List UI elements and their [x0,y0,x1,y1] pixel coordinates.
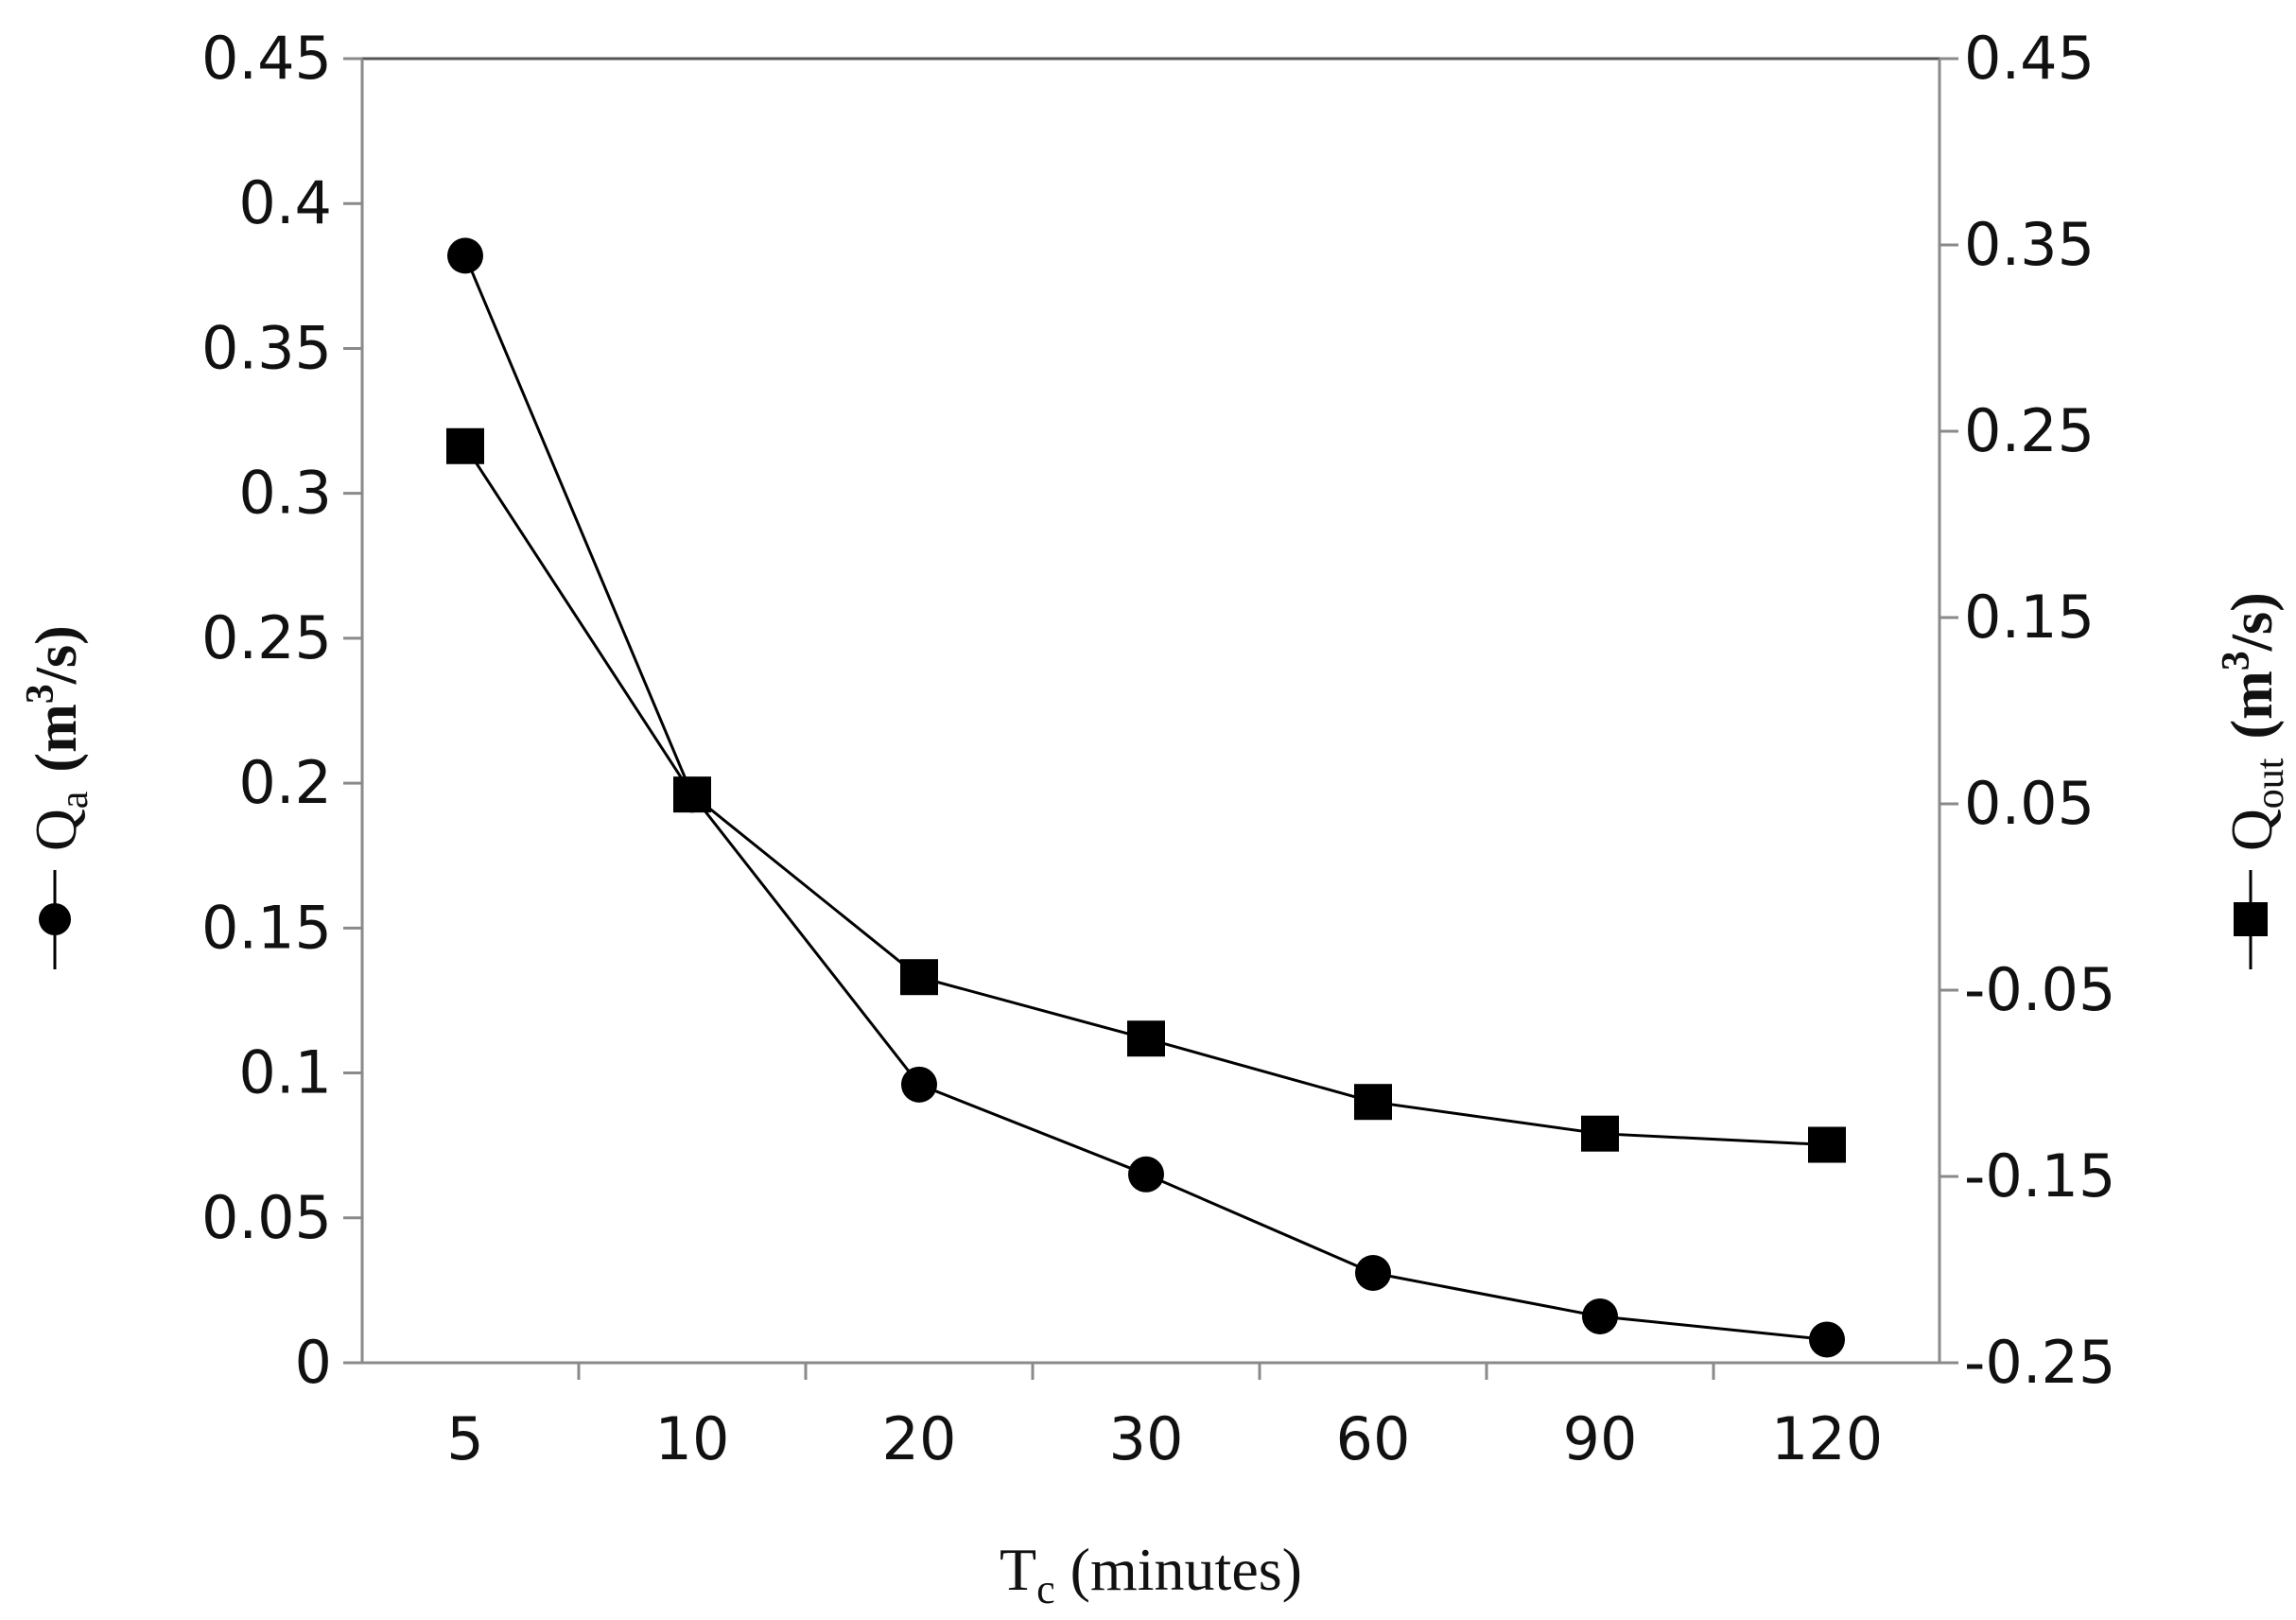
y-left-tick-label: 0.2 [238,748,332,817]
y-left-tick-label: 0.3 [238,459,332,528]
data-point-qout [900,959,938,996]
y-right-tick-label: 0.15 [1964,583,2095,652]
data-point-qout [1127,1020,1165,1057]
y-left-tick-label: 0.15 [201,893,332,962]
x-axis-title: Tc (minutes) [1000,1536,1302,1612]
y-axis-left-title: Qa(m3/s) [19,625,96,969]
y-right-tick-label: -0.05 [1964,955,2115,1024]
x-tick-label: 30 [1109,1404,1184,1473]
y-axis-title-text: Qa(m3/s) [19,625,96,851]
data-point-qout [446,427,484,464]
data-point-qout [673,776,711,813]
data-point-qout [1581,1115,1619,1152]
x-tick-label: 120 [1771,1404,1883,1473]
axis-labels: Tc (minutes) Qa(m3/s) Qout(m3/s) [19,592,2292,1612]
y-axis-right-title: Qout(m3/s) [2215,592,2292,969]
x-tick-label: 5 [446,1404,483,1473]
y-left-tick-label: 0.4 [238,168,332,237]
data-point-qout [1808,1126,1846,1163]
y-right-tick-label: -0.15 [1964,1141,2115,1211]
data-point-qa [1128,1156,1164,1193]
data-point-qa [901,1066,937,1103]
y-left-tick-label: 0.35 [201,313,332,382]
legend-circle-marker [39,903,71,935]
y-left-tick-label: 0 [295,1328,332,1397]
y-left-tick-label: 0.25 [201,603,332,672]
x-tick-label: 20 [882,1404,957,1473]
data-point-qa [1355,1255,1391,1292]
y-left-tick-label: 0.45 [201,24,332,93]
y-right-tick-label: 0.35 [1964,210,2095,279]
data-point-qout [1354,1084,1392,1121]
x-tick-label: 90 [1563,1404,1638,1473]
legend-square-marker [2234,902,2268,936]
series [446,237,1846,1358]
x-tick-label: 10 [655,1404,730,1473]
data-point-qa [447,237,483,274]
data-point-qa [1809,1321,1845,1358]
data-point-qa [1582,1298,1618,1334]
y-right-tick-label: -0.25 [1964,1328,2115,1397]
x-tick-label: 60 [1336,1404,1411,1473]
y-right-tick-label: 0.45 [1964,24,2095,93]
axes: 0 0.05 0.1 0.15 0.2 0.25 0.3 0.35 0.4 0.45 -0.25 -0… [201,24,2115,1473]
y-axis-title-text: Qout(m3/s) [2215,592,2292,851]
y-right-tick-label: 0.25 [1964,396,2095,465]
y-right-tick-label: 0.05 [1964,769,2095,838]
y-left-tick-label: 0.05 [201,1183,332,1252]
y-left-tick-label: 0.1 [238,1038,332,1107]
